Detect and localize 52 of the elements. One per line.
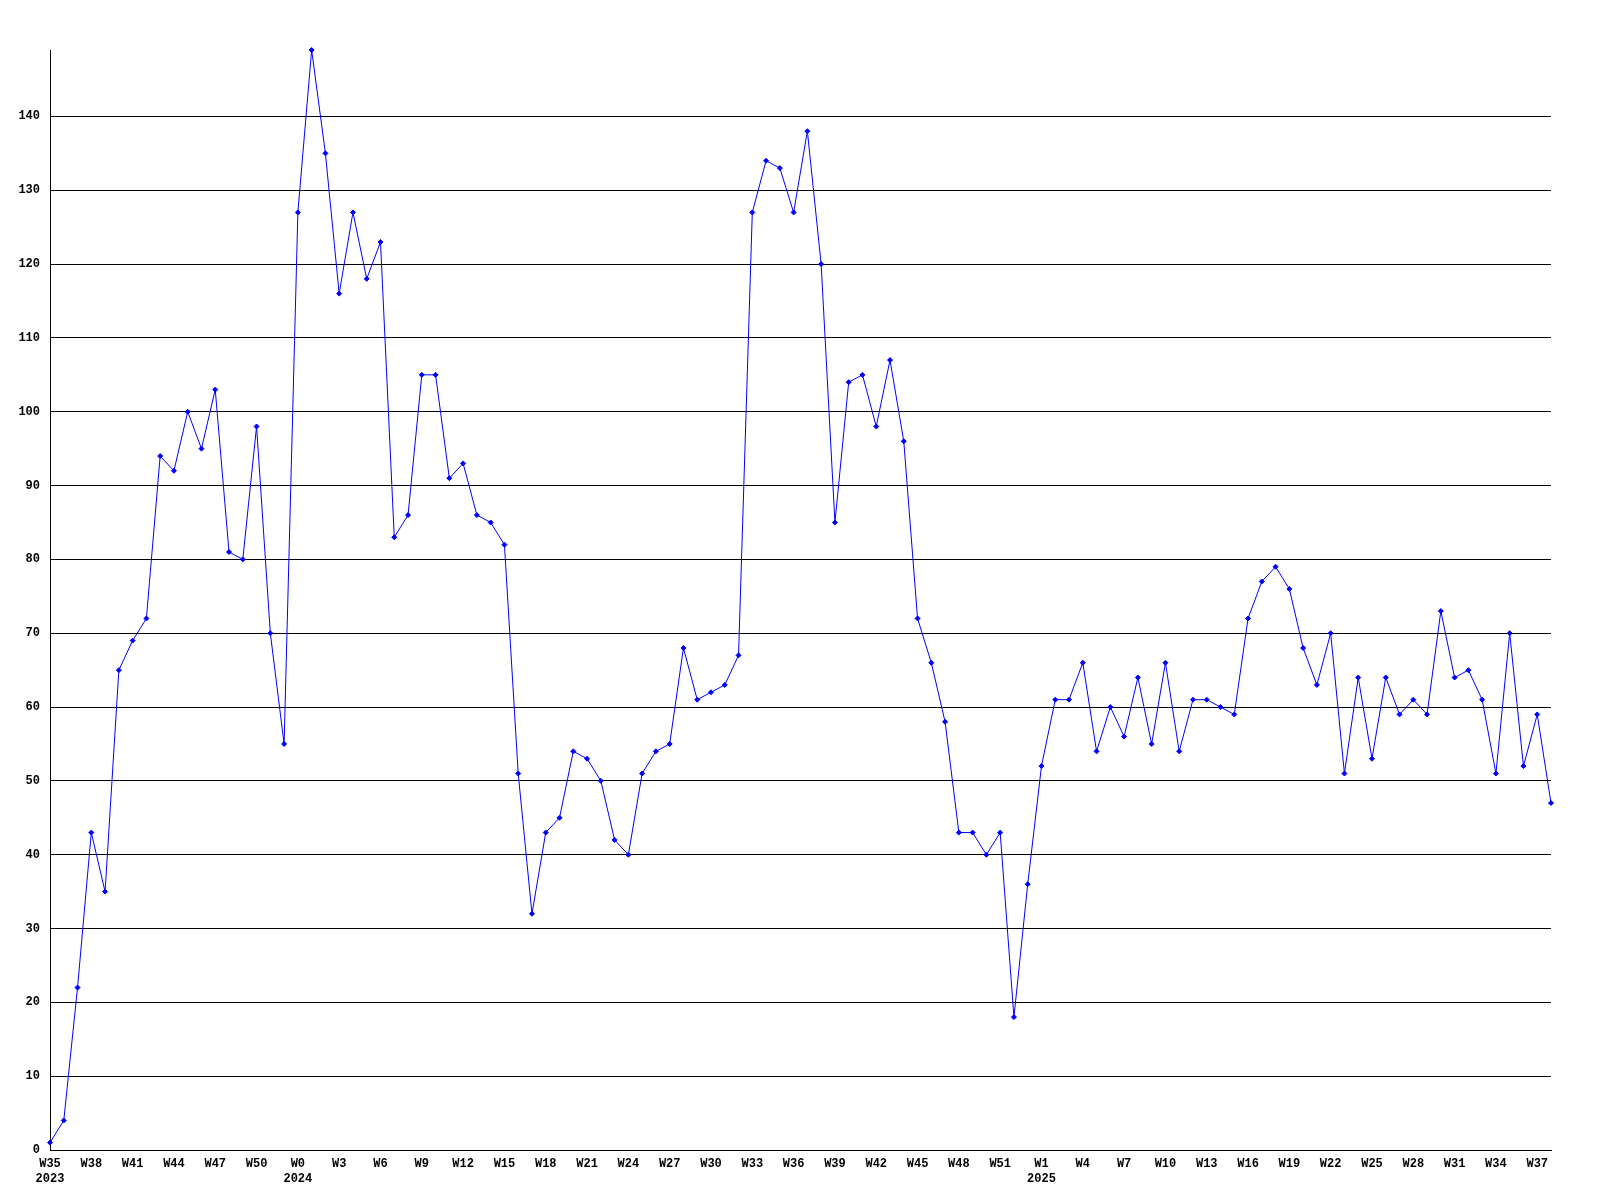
y-tick-label: 60 — [25, 700, 40, 715]
x-tick-label: W22 — [1319, 1157, 1342, 1172]
x-tick-label: W44 — [163, 1157, 185, 1172]
x-tick-label: W37 — [1526, 1157, 1549, 1172]
x-tick-label: W51 — [989, 1157, 1011, 1172]
x-tick-label: W28 — [1402, 1157, 1425, 1172]
x-tick-label: W9 — [414, 1157, 430, 1172]
x-tick-label: W33 — [741, 1157, 764, 1172]
x-tick-label: W27 — [658, 1157, 681, 1172]
x-tick-label: W15 — [493, 1157, 516, 1172]
x-tick-label: W50 — [245, 1157, 268, 1172]
y-tick-label: 20 — [25, 995, 40, 1010]
x-tick-label: W1 2025 — [1027, 1157, 1056, 1186]
x-tick-label: W47 — [204, 1157, 227, 1172]
y-tick-label: 100 — [18, 404, 40, 419]
x-tick-label: W34 — [1485, 1157, 1507, 1172]
x-tick-label: W21 — [576, 1157, 598, 1172]
x-tick-label: W36 — [782, 1157, 805, 1172]
x-tick-label: W31 — [1443, 1157, 1466, 1172]
y-tick-label: 0 — [32, 1143, 40, 1158]
x-tick-label: W3 — [331, 1157, 347, 1172]
x-tick-label: W25 — [1361, 1157, 1383, 1172]
y-tick-label: 50 — [25, 773, 40, 788]
x-tick-label: W30 — [700, 1157, 722, 1172]
x-tick-label: W7 — [1116, 1157, 1132, 1172]
y-tick-label: 120 — [18, 257, 40, 272]
y-tick-label: 110 — [18, 330, 40, 345]
y-tick-label: 80 — [25, 552, 40, 567]
x-tick-label: W39 — [824, 1157, 846, 1172]
x-tick-label: W38 — [80, 1157, 103, 1172]
x-tick-label: W41 — [121, 1157, 144, 1172]
y-tick-label: 140 — [18, 109, 40, 124]
y-tick-label: 130 — [18, 183, 40, 198]
x-tick-label: W6 — [373, 1157, 388, 1172]
y-tick-label: 40 — [25, 847, 40, 862]
y-tick-label: 70 — [25, 626, 40, 641]
x-tick-label: W48 — [948, 1157, 970, 1172]
x-tick-label: W4 — [1075, 1157, 1090, 1172]
y-tick-label: 10 — [25, 1069, 40, 1084]
y-tick-label: 90 — [25, 478, 40, 493]
x-tick-label: W24 — [617, 1157, 640, 1172]
x-tick-label: W35 2023 — [35, 1157, 65, 1186]
x-tick-label: W42 — [865, 1157, 888, 1172]
x-tick-label: W18 — [534, 1157, 557, 1172]
x-tick-label: W0 2024 — [283, 1157, 313, 1186]
x-tick-label: W16 — [1237, 1157, 1259, 1172]
x-tick-label: W45 — [906, 1157, 929, 1172]
x-tick-label: W10 — [1154, 1157, 1177, 1172]
x-tick-label: W12 — [452, 1157, 474, 1172]
x-tick-label: W13 — [1195, 1157, 1218, 1172]
x-tick-label: W19 — [1278, 1157, 1301, 1172]
y-tick-label: 30 — [25, 921, 40, 936]
